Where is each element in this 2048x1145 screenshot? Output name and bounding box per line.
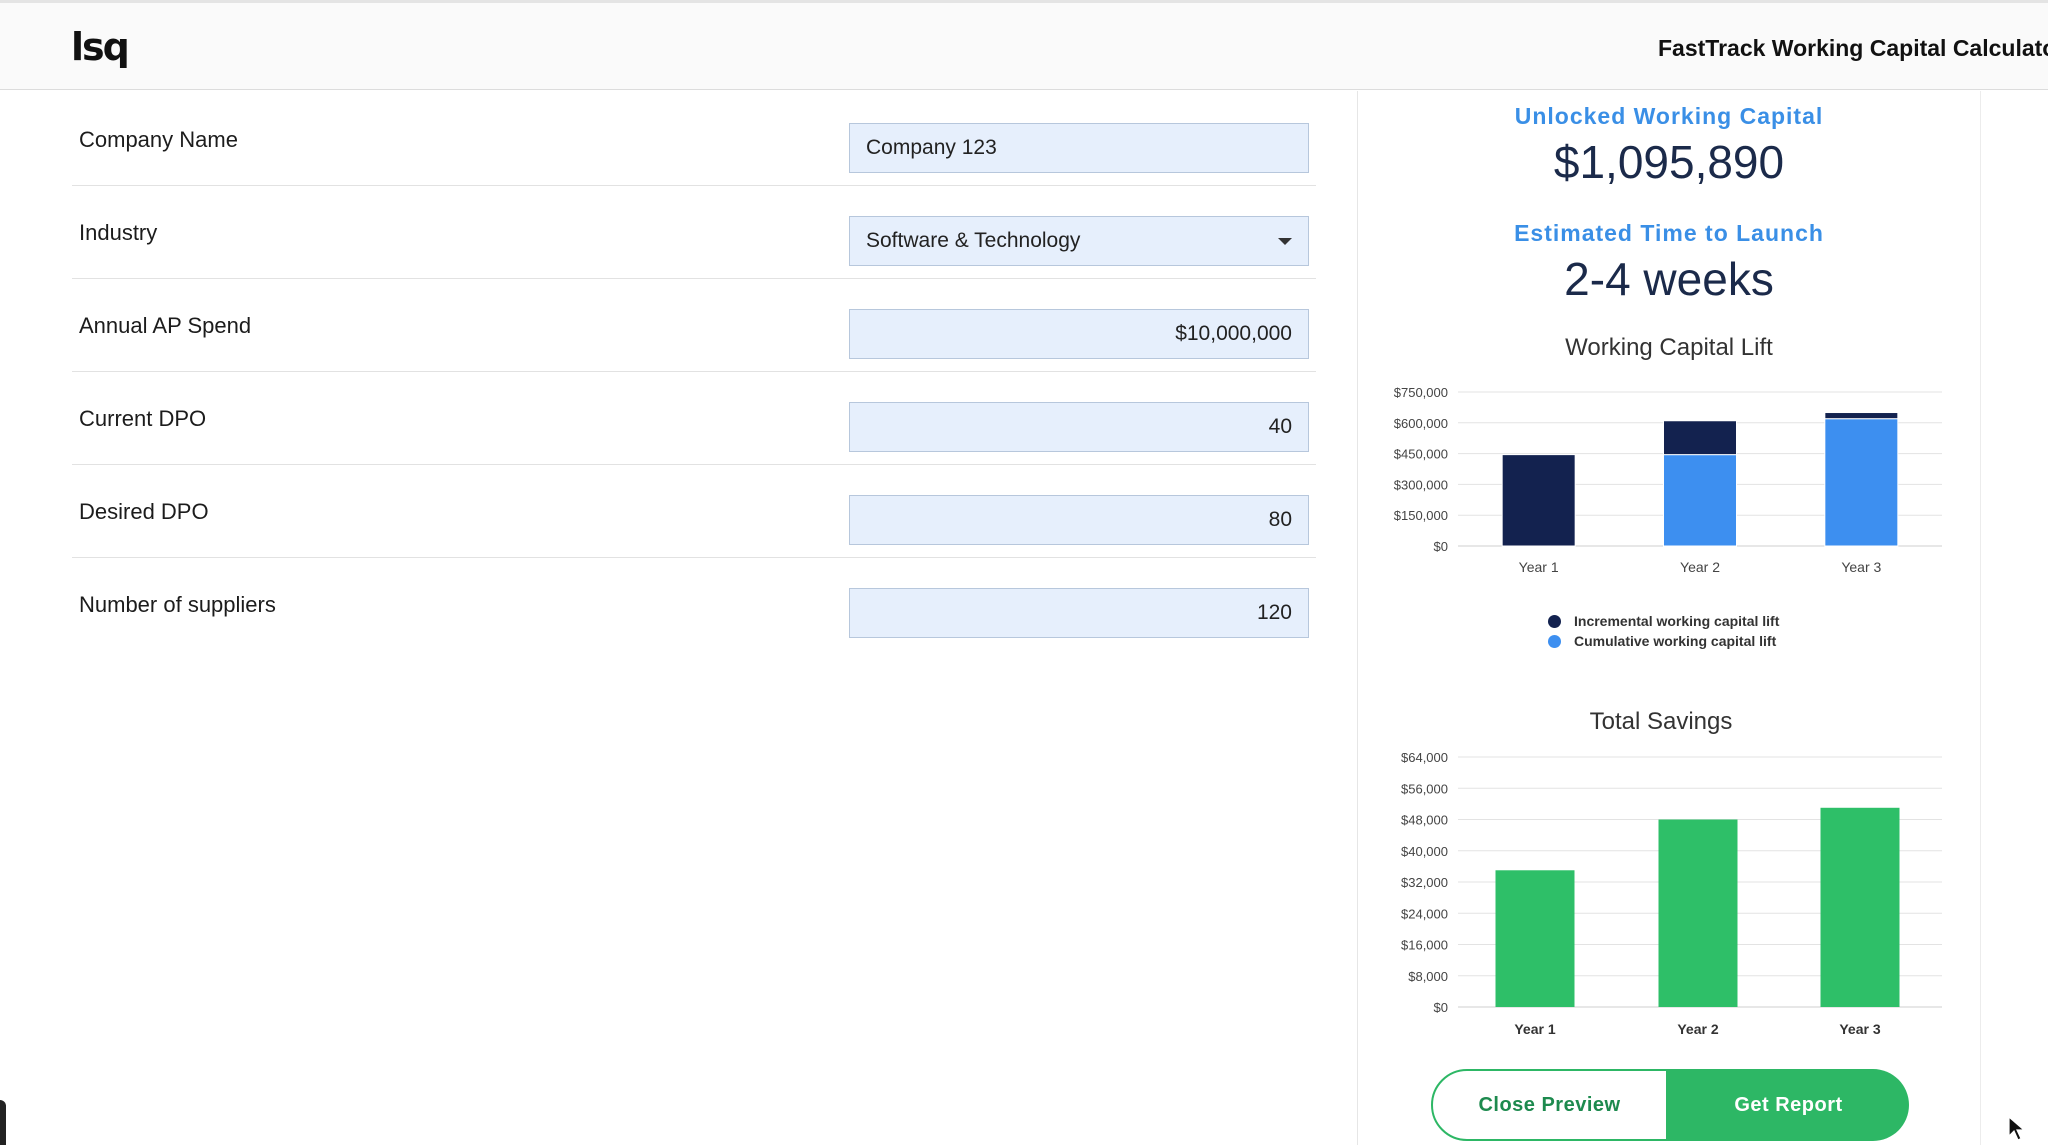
app-title: FastTrack Working Capital Calculator	[1658, 35, 2048, 61]
bar-cumulative	[1824, 418, 1899, 547]
current-dpo-label: Current DPO	[79, 406, 207, 431]
form-row-number-of-suppliers: Number of suppliers 120	[72, 558, 1316, 651]
working-capital-lift-title: Working Capital Lift	[1565, 334, 1773, 361]
y-tick-label: $16,000	[1401, 938, 1448, 953]
y-tick-label: $150,000	[1394, 508, 1448, 523]
total-savings-title: Total Savings	[1589, 708, 1733, 735]
desired-dpo-input[interactable]: 80	[849, 495, 1309, 545]
industry-select[interactable]: Software & Technology	[849, 216, 1309, 266]
working-capital-lift-chart: $0 $150,000 $300,000 $450,000 $600,000 $750,0…	[1394, 385, 1942, 575]
bar-total-savings	[1495, 870, 1575, 1007]
legend-dot-incremental	[1548, 614, 1561, 628]
form-row-industry: Industry Software & Technology	[72, 186, 1316, 279]
y-tick-label: $8,000	[1408, 969, 1448, 984]
bar-total-savings	[1820, 807, 1900, 1007]
bar-total-savings	[1658, 819, 1738, 1007]
current-dpo-input[interactable]: 40	[849, 402, 1309, 452]
form-row-annual-ap-spend: Annual AP Spend $10,000,000	[72, 279, 1316, 372]
mouse-cursor-icon	[2008, 1116, 2026, 1141]
y-tick-label: $300,000	[1394, 477, 1448, 492]
legend-label-incremental: Incremental working capital lift	[1574, 613, 1780, 629]
x-tick-label: Year 2	[1680, 559, 1720, 575]
y-tick-label: $24,000	[1401, 906, 1448, 921]
company-name-label: Company Name	[79, 127, 238, 152]
top-bar: lsq FastTrack Working Capital Calculator	[0, 0, 2048, 90]
panel-right-edge	[1980, 91, 1981, 1145]
form-row-desired-dpo: Desired DPO 80	[72, 465, 1316, 558]
x-tick-label: Year 1	[1519, 559, 1559, 575]
unlocked-working-capital-label: Unlocked Working Capital	[1514, 103, 1824, 129]
desired-dpo-label: Desired DPO	[79, 499, 209, 524]
working-capital-lift-legend: Incremental working capital lift Cumulat…	[1548, 611, 1779, 651]
form-row-current-dpo: Current DPO 40	[72, 372, 1316, 465]
number-of-suppliers-label: Number of suppliers	[79, 592, 276, 617]
x-tick-label: Year 3	[1839, 1021, 1880, 1037]
y-tick-label: $450,000	[1394, 447, 1448, 462]
bar-incremental	[1663, 420, 1737, 456]
y-tick-label: $48,000	[1401, 813, 1448, 828]
industry-label: Industry	[79, 220, 158, 245]
y-tick-label: $56,000	[1401, 781, 1448, 796]
lsq-logo[interactable]: lsq	[71, 25, 130, 69]
y-tick-label: $600,000	[1394, 416, 1448, 431]
legend-item-cumulative[interactable]: Cumulative working capital lift	[1548, 631, 1779, 651]
get-report-button[interactable]: Get Report	[1668, 1069, 1909, 1141]
bar-cumulative	[1663, 454, 1737, 547]
y-tick-label: $0	[1434, 539, 1448, 554]
industry-selected-value: Software & Technology	[866, 229, 1081, 252]
unlocked-working-capital-value: $1,095,890	[1553, 136, 1785, 188]
annual-ap-spend-input[interactable]: $10,000,000	[849, 309, 1309, 359]
x-tick-label: Year 1	[1514, 1021, 1555, 1037]
legend-item-incremental[interactable]: Incremental working capital lift	[1548, 611, 1779, 631]
y-tick-label: $40,000	[1401, 844, 1448, 859]
y-tick-label: $0	[1434, 1000, 1448, 1015]
total-savings-chart: $0 $8,000 $16,000 $24,000 $32,000 $40,000 $48,…	[1401, 753, 1942, 1037]
estimated-time-value: 2-4 weeks	[1564, 253, 1774, 305]
preview-actions: Close Preview Get Report	[1431, 1069, 1909, 1141]
panel-divider	[1357, 91, 1358, 1145]
calculator-form: Company Name Company 123 Industry Softwa…	[72, 93, 1316, 651]
number-of-suppliers-input[interactable]: 120	[849, 588, 1309, 638]
form-row-company-name: Company Name Company 123	[72, 93, 1316, 186]
company-name-input[interactable]: Company 123	[849, 123, 1309, 173]
bar-incremental	[1824, 412, 1899, 420]
y-tick-label: $750,000	[1394, 385, 1448, 400]
results-panel: Unlocked Working Capital $1,095,890 Esti…	[1358, 91, 1980, 1145]
legend-dot-cumulative	[1548, 634, 1561, 648]
close-preview-button[interactable]: Close Preview	[1431, 1069, 1668, 1141]
x-tick-label: Year 3	[1841, 559, 1881, 575]
chevron-down-icon	[1278, 238, 1292, 245]
y-tick-label: $32,000	[1401, 875, 1448, 890]
x-tick-label: Year 2	[1677, 1021, 1718, 1037]
legend-label-cumulative: Cumulative working capital lift	[1574, 633, 1777, 649]
bar-incremental	[1501, 454, 1576, 547]
estimated-time-label: Estimated Time to Launch	[1514, 220, 1824, 246]
annual-ap-spend-label: Annual AP Spend	[79, 313, 252, 338]
window-edge	[0, 1100, 6, 1145]
y-tick-label: $64,000	[1401, 753, 1448, 765]
